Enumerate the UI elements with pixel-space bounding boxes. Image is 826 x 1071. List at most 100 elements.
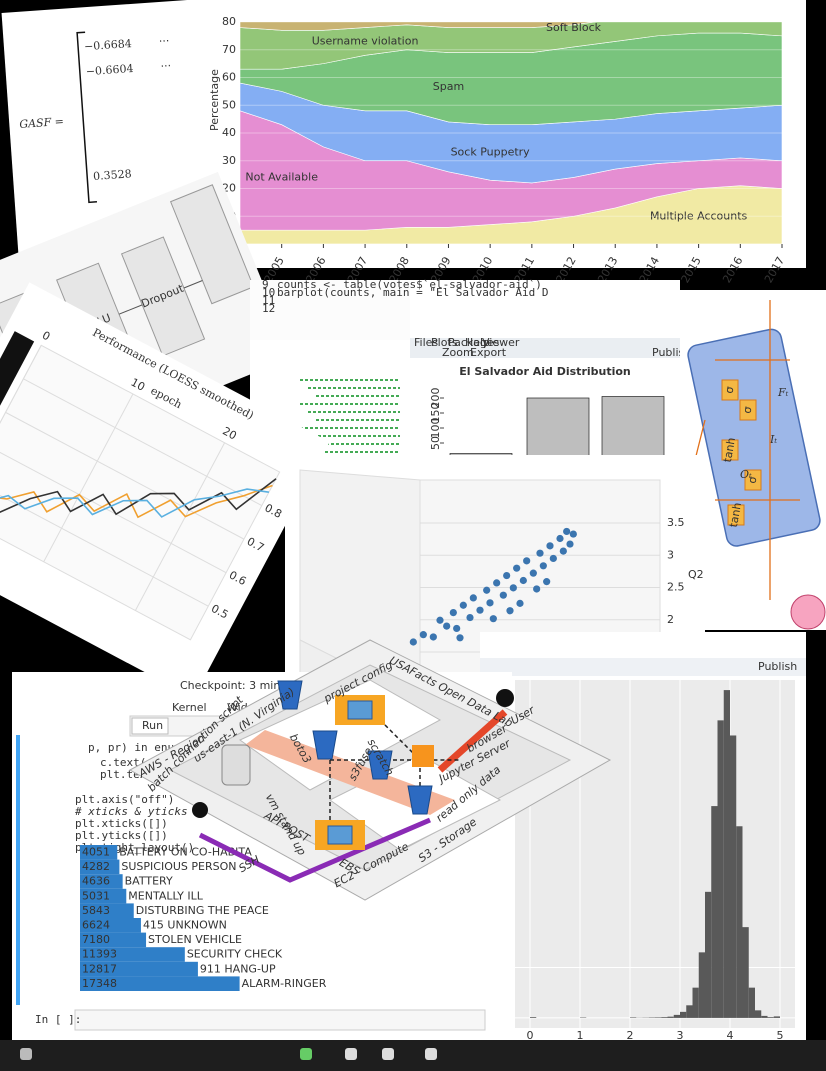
- area-chart-panel: Multiple Accounts Not Available Sock Puppe…: [200, 0, 806, 285]
- point: [549, 554, 557, 563]
- point: [529, 569, 537, 577]
- bar: [748, 987, 755, 1018]
- category-label: 911 HANG-UP: [200, 962, 276, 975]
- subnet: [239, 679, 442, 791]
- point: [519, 576, 527, 585]
- bar: [80, 947, 185, 962]
- matrix-entry: −0.6604: [85, 62, 134, 78]
- bar: [655, 1017, 662, 1018]
- code-line: plt.xticks([]): [75, 817, 168, 830]
- bar: [717, 720, 724, 1018]
- bar: [680, 1011, 687, 1018]
- point: [506, 607, 514, 615]
- area-label: Not Available: [245, 170, 318, 183]
- output-node: [790, 594, 826, 630]
- value-label: 17348: [82, 977, 117, 990]
- gate-label: tanh: [727, 501, 744, 528]
- gate-label: σ: [722, 385, 736, 394]
- bar: [530, 1017, 537, 1018]
- gate-label: tanh: [721, 436, 738, 463]
- x-tick-label: 1: [577, 1029, 584, 1042]
- grid-line: [0, 445, 227, 574]
- area-label: Username violation: [312, 34, 419, 47]
- line: [0, 488, 270, 518]
- instance-icon: [347, 700, 373, 720]
- y-tick-label: 70: [222, 43, 236, 56]
- y-tick-label: 200: [429, 388, 442, 409]
- areas: [240, 22, 782, 244]
- db-icon: [221, 744, 251, 786]
- taskbar-icon[interactable]: [300, 1048, 312, 1060]
- x-tick-label: 2: [627, 1029, 634, 1042]
- value-label: 4282: [82, 860, 110, 873]
- gasf-label: GASF =: [19, 115, 64, 131]
- code-line: counts <- table(votes$`el-salvador-aid`): [277, 278, 542, 291]
- point: [443, 622, 451, 630]
- line-number: 9: [262, 278, 269, 291]
- band: [245, 730, 455, 815]
- area-label: Soft Block: [546, 21, 602, 34]
- server-icon: [412, 745, 434, 767]
- bar: [80, 903, 134, 918]
- toolbar-button: Export: [470, 346, 507, 359]
- category-label: BATTERY: [125, 875, 173, 888]
- value-label: 11393: [82, 948, 117, 961]
- bar: [755, 1010, 762, 1018]
- bar: [698, 952, 705, 1018]
- tab: Viewer: [482, 336, 520, 349]
- grid-line: [134, 442, 226, 611]
- y-tick-label: 60: [222, 71, 236, 84]
- point: [419, 631, 427, 639]
- bar: [742, 927, 749, 1018]
- bar: [736, 826, 743, 1018]
- histogram-panel: Publish01000012345average_ratingcount: [480, 632, 806, 1052]
- point: [483, 586, 491, 594]
- matrix-entry: −0.6684: [84, 37, 133, 53]
- tab-bar: [410, 338, 680, 358]
- point: [499, 591, 507, 599]
- gate: [744, 469, 762, 491]
- value-label: 7180: [82, 933, 110, 946]
- bracket: [76, 31, 98, 204]
- z-tick-label: 3.5: [667, 516, 685, 529]
- grid-line: [0, 345, 42, 514]
- point: [536, 549, 544, 557]
- point: [563, 527, 571, 536]
- taskbar-icon[interactable]: [382, 1048, 394, 1060]
- z-tick-label: 2.5: [667, 581, 685, 594]
- bar: [630, 1017, 637, 1018]
- area-label: Multiple Accounts: [650, 209, 748, 222]
- lstm-label: Fₜ: [777, 386, 789, 399]
- point: [509, 584, 517, 592]
- bar: [773, 1016, 780, 1018]
- y-tick-label: 30: [222, 154, 236, 167]
- tab: Help: [465, 336, 490, 349]
- y-tick-label: 100: [429, 418, 442, 439]
- taskbar-icon[interactable]: [425, 1048, 437, 1060]
- point: [539, 562, 547, 570]
- point: [533, 585, 541, 593]
- bar: [667, 1016, 674, 1018]
- bucket-icon: [407, 785, 433, 815]
- taskbar-icon[interactable]: [20, 1048, 32, 1060]
- category-label: MENTALLY ILL: [128, 889, 203, 902]
- cell-border: [16, 735, 20, 1005]
- value-label: 12817: [82, 962, 117, 975]
- point: [543, 578, 551, 586]
- user-icon: [496, 689, 514, 707]
- gate: [721, 439, 739, 461]
- taskbar-icon[interactable]: [345, 1048, 357, 1060]
- run-button[interactable]: [131, 717, 169, 735]
- code-line: plt.yticks([]): [75, 829, 168, 842]
- code-line: barplot(counts, main = "El Salvador Aid …: [277, 286, 549, 299]
- line: [0, 478, 277, 516]
- category-label: STOLEN VEHICLE: [148, 933, 242, 946]
- bar: [80, 976, 240, 991]
- point: [466, 613, 474, 622]
- tab: Plots: [431, 336, 458, 349]
- code-line: plt.axis("off"): [75, 793, 174, 806]
- y-tick-label: 50: [429, 436, 442, 450]
- run-label[interactable]: Run: [142, 719, 163, 732]
